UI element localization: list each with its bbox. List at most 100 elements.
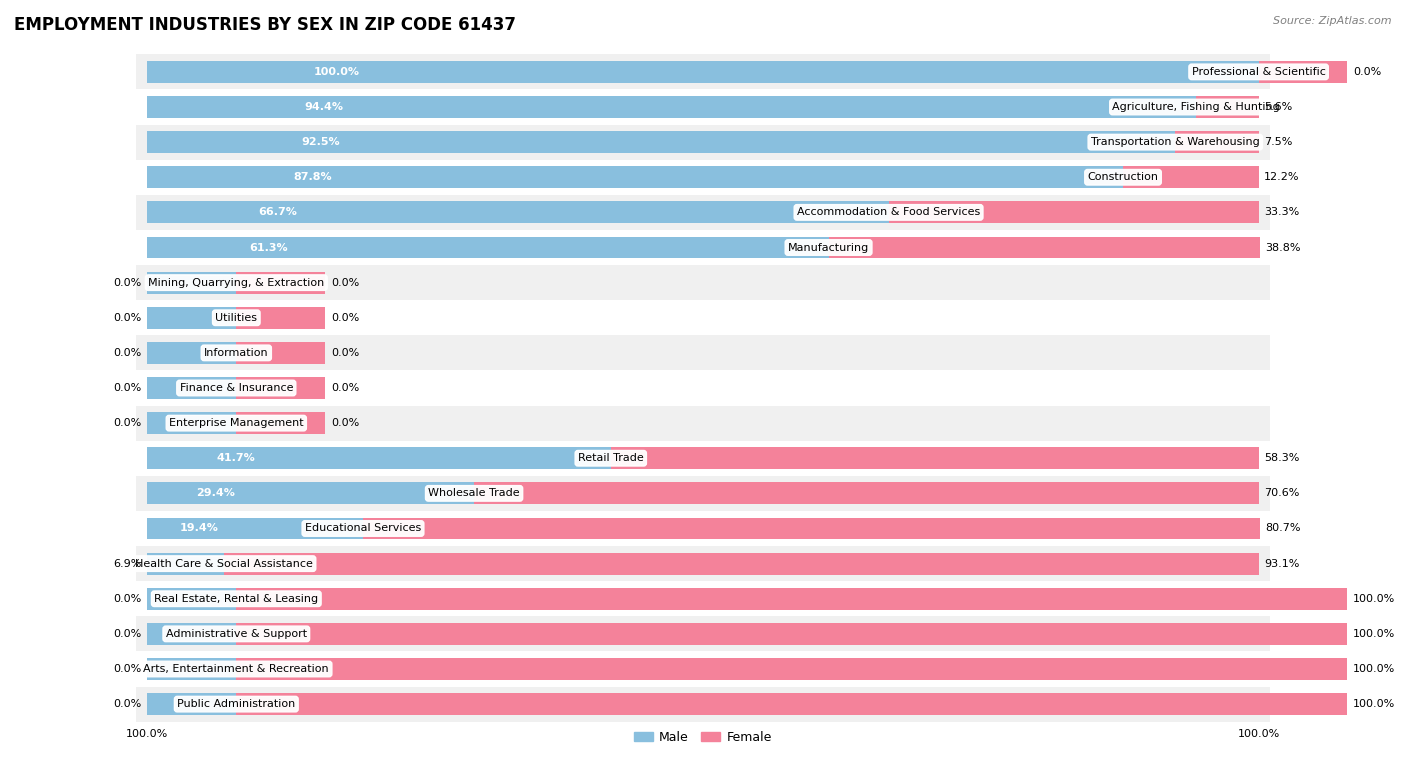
Bar <box>136 89 1270 125</box>
Text: 0.0%: 0.0% <box>114 664 142 674</box>
Text: Health Care & Social Assistance: Health Care & Social Assistance <box>135 559 314 569</box>
Text: 19.4%: 19.4% <box>180 524 218 533</box>
Bar <box>136 300 1270 335</box>
Bar <box>236 272 325 293</box>
Bar <box>136 160 1270 195</box>
Text: 29.4%: 29.4% <box>197 488 235 498</box>
Text: 0.0%: 0.0% <box>114 348 142 358</box>
Bar <box>148 518 363 539</box>
Bar <box>236 307 325 329</box>
Bar <box>1123 166 1258 188</box>
Text: Agriculture, Fishing & Hunting: Agriculture, Fishing & Hunting <box>1112 102 1281 112</box>
Text: Mining, Quarrying, & Extraction: Mining, Quarrying, & Extraction <box>148 278 325 288</box>
Text: 0.0%: 0.0% <box>114 383 142 393</box>
Legend: Male, Female: Male, Female <box>630 726 776 749</box>
Text: Information: Information <box>204 348 269 358</box>
Text: Accommodation & Food Services: Accommodation & Food Services <box>797 207 980 217</box>
Bar <box>148 553 224 574</box>
Bar <box>889 202 1258 223</box>
Bar <box>148 131 1175 153</box>
Bar <box>148 447 610 469</box>
Bar <box>136 406 1270 441</box>
Bar <box>148 237 828 258</box>
Bar <box>148 377 236 399</box>
Text: 0.0%: 0.0% <box>114 313 142 323</box>
Bar <box>136 230 1270 265</box>
Bar <box>136 546 1270 581</box>
Text: 0.0%: 0.0% <box>330 348 359 358</box>
Text: 100.0%: 100.0% <box>314 67 360 77</box>
Bar <box>136 125 1270 160</box>
Bar <box>136 616 1270 651</box>
Text: 0.0%: 0.0% <box>1353 67 1381 77</box>
Text: Educational Services: Educational Services <box>305 524 422 533</box>
Text: Professional & Scientific: Professional & Scientific <box>1192 67 1326 77</box>
Bar <box>148 272 236 293</box>
Text: 100.0%: 100.0% <box>1353 629 1395 639</box>
Bar <box>136 581 1270 616</box>
Text: Real Estate, Rental & Leasing: Real Estate, Rental & Leasing <box>155 594 318 604</box>
Bar <box>148 693 236 715</box>
Text: 0.0%: 0.0% <box>114 594 142 604</box>
Bar <box>236 623 1347 645</box>
Text: 0.0%: 0.0% <box>114 418 142 428</box>
Bar <box>236 658 1347 680</box>
Bar <box>136 651 1270 687</box>
Text: 66.7%: 66.7% <box>259 207 298 217</box>
Bar <box>148 483 474 504</box>
Bar <box>136 265 1270 300</box>
Text: 0.0%: 0.0% <box>330 383 359 393</box>
Text: Manufacturing: Manufacturing <box>787 243 869 252</box>
Bar <box>224 553 1258 574</box>
Bar <box>136 476 1270 511</box>
Text: Construction: Construction <box>1087 172 1159 182</box>
Bar <box>136 370 1270 406</box>
Text: Wholesale Trade: Wholesale Trade <box>429 488 520 498</box>
Text: Retail Trade: Retail Trade <box>578 453 644 463</box>
Text: Utilities: Utilities <box>215 313 257 323</box>
Text: 12.2%: 12.2% <box>1264 172 1299 182</box>
Bar <box>610 447 1258 469</box>
Bar <box>236 342 325 364</box>
Text: Public Administration: Public Administration <box>177 699 295 709</box>
Text: 33.3%: 33.3% <box>1264 207 1299 217</box>
Text: 100.0%: 100.0% <box>1353 664 1395 674</box>
Text: 80.7%: 80.7% <box>1265 524 1301 533</box>
Bar <box>363 518 1260 539</box>
Text: Enterprise Management: Enterprise Management <box>169 418 304 428</box>
Text: 92.5%: 92.5% <box>301 137 340 147</box>
Bar <box>148 61 1258 83</box>
Text: 58.3%: 58.3% <box>1264 453 1299 463</box>
Text: 0.0%: 0.0% <box>114 699 142 709</box>
Text: 0.0%: 0.0% <box>330 418 359 428</box>
Text: Administrative & Support: Administrative & Support <box>166 629 307 639</box>
Text: Transportation & Warehousing: Transportation & Warehousing <box>1091 137 1260 147</box>
Text: 0.0%: 0.0% <box>330 278 359 288</box>
Text: 100.0%: 100.0% <box>1353 699 1395 709</box>
Text: 93.1%: 93.1% <box>1264 559 1299 569</box>
Text: 87.8%: 87.8% <box>294 172 332 182</box>
Bar <box>136 687 1270 722</box>
Bar <box>148 623 236 645</box>
Text: 0.0%: 0.0% <box>330 313 359 323</box>
Text: 7.5%: 7.5% <box>1264 137 1292 147</box>
Bar <box>148 588 236 610</box>
Text: 0.0%: 0.0% <box>114 629 142 639</box>
Bar <box>828 237 1260 258</box>
Bar <box>148 412 236 434</box>
Bar <box>148 166 1123 188</box>
Bar <box>148 96 1197 118</box>
Text: Finance & Insurance: Finance & Insurance <box>180 383 292 393</box>
Text: Source: ZipAtlas.com: Source: ZipAtlas.com <box>1274 16 1392 26</box>
Bar <box>136 335 1270 370</box>
Text: 38.8%: 38.8% <box>1265 243 1301 252</box>
Bar <box>236 693 1347 715</box>
Bar <box>136 511 1270 546</box>
Text: 100.0%: 100.0% <box>1353 594 1395 604</box>
Text: 6.9%: 6.9% <box>114 559 142 569</box>
Bar <box>236 588 1347 610</box>
Bar <box>148 307 236 329</box>
Bar <box>474 483 1258 504</box>
Text: 61.3%: 61.3% <box>250 243 288 252</box>
Text: 5.6%: 5.6% <box>1264 102 1292 112</box>
